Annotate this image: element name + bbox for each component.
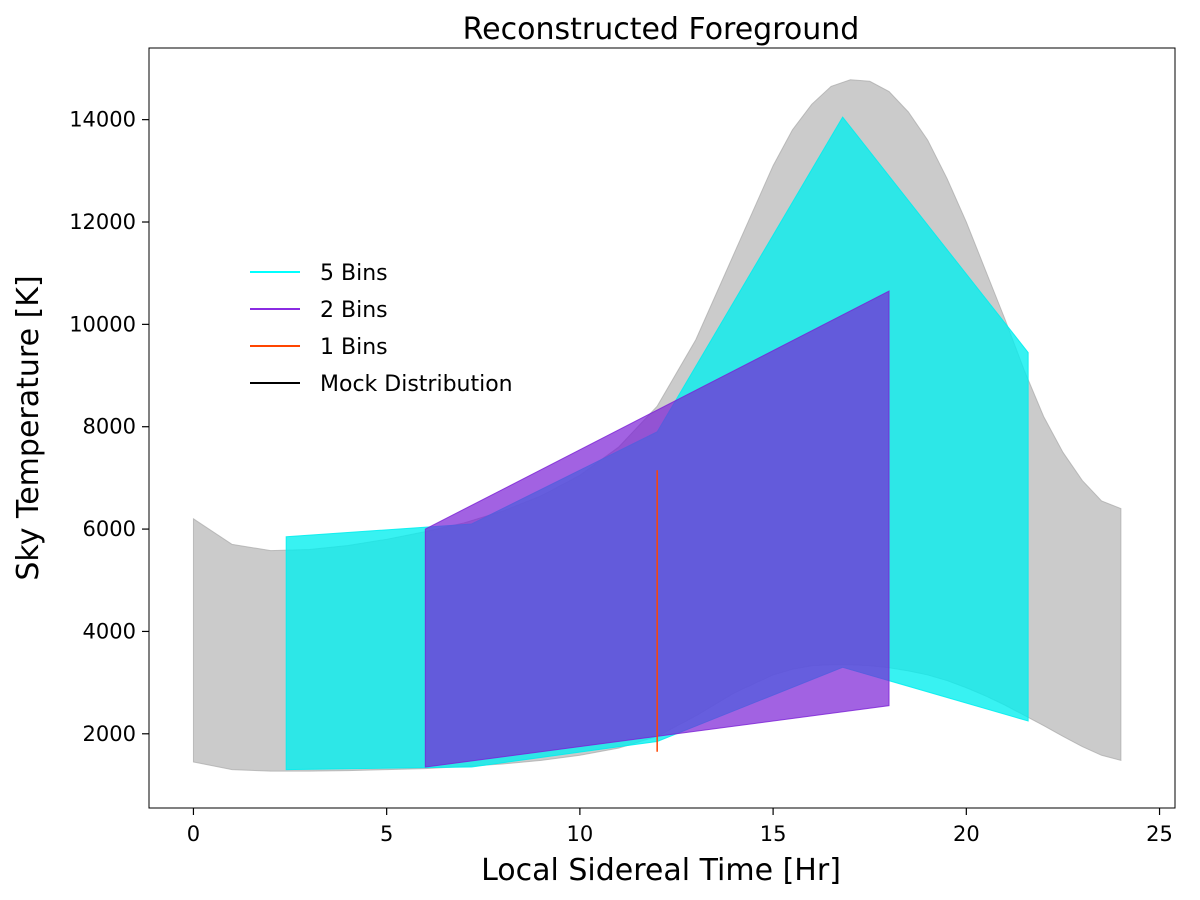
legend: 5 Bins 2 Bins 1 Bins Mock Distribution bbox=[250, 261, 513, 397]
x-tick-label: 15 bbox=[760, 822, 787, 846]
y-tick-label: 8000 bbox=[83, 415, 136, 439]
legend-label-mock-distribution: Mock Distribution bbox=[320, 372, 513, 397]
x-axis-ticks: 0 5 10 15 20 25 bbox=[187, 808, 1173, 846]
legend-label-5-bins: 5 Bins bbox=[320, 261, 388, 286]
y-tick-label: 10000 bbox=[69, 312, 136, 336]
y-tick-label: 6000 bbox=[83, 517, 136, 541]
x-tick-label: 25 bbox=[1146, 822, 1173, 846]
legend-label-1-bins: 1 Bins bbox=[320, 335, 388, 360]
y-tick-label: 14000 bbox=[69, 108, 136, 132]
x-tick-label: 10 bbox=[567, 822, 594, 846]
chart-title: Reconstructed Foreground bbox=[463, 12, 860, 47]
plot-frame bbox=[148, 47, 1176, 809]
y-axis-ticks: 2000 4000 6000 8000 10000 12000 14000 bbox=[69, 108, 149, 746]
y-tick-label: 2000 bbox=[83, 722, 136, 746]
x-tick-label: 5 bbox=[380, 822, 393, 846]
y-axis-label: Sky Temperature [K] bbox=[11, 275, 46, 580]
x-tick-label: 0 bbox=[187, 822, 200, 846]
series-layer bbox=[192, 79, 1122, 772]
legend-label-2-bins: 2 Bins bbox=[320, 298, 388, 323]
y-tick-label: 12000 bbox=[69, 210, 136, 234]
x-axis-label: Local Sidereal Time [Hr] bbox=[481, 853, 841, 888]
x-tick-label: 20 bbox=[953, 822, 980, 846]
y-tick-label: 4000 bbox=[83, 619, 136, 643]
